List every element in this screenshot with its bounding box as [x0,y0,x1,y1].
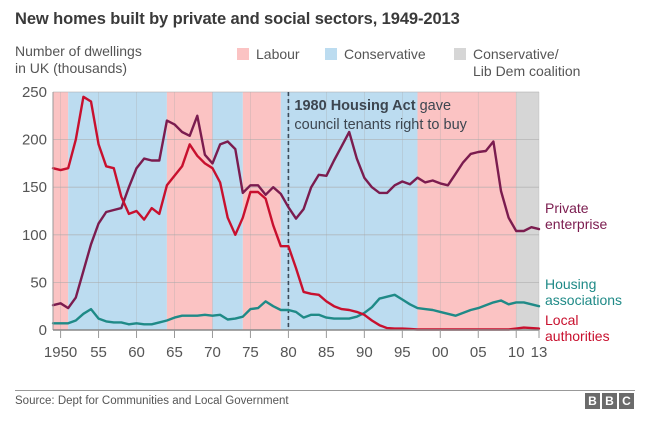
y-tick-label: 100 [22,227,47,244]
x-tick-label: 55 [90,344,107,361]
series-label-local-authorities: Local authorities [545,312,610,344]
x-tick-label: 60 [128,344,145,361]
legend-item-conservative: Conservative [325,46,426,63]
government-band-labour [242,92,281,330]
series-label-housing-associations: Housing associations [545,276,622,308]
y-tick-label: 150 [22,179,47,196]
y-axis-label-line-1: Number of dwellings [15,43,142,59]
series-line-private-enterprise [51,114,541,310]
x-tick-label: 75 [242,344,259,361]
legend-swatch-coalition [454,48,466,60]
annotation-bold-text: 1980 Housing Act [294,98,415,114]
bbc-logo: B B C [585,393,634,409]
y-tick-label: 200 [22,132,47,149]
government-band-conservative [68,92,167,330]
x-tick-label: 10 [508,344,525,361]
government-band-coalition [516,92,539,330]
footer-divider [15,390,635,391]
legend-label-coalition: Conservative/ Lib Dem coalition [473,46,580,80]
bbc-logo-letter: B [602,393,617,409]
legend-label-coalition-line-1: Conservative/ [473,46,559,62]
x-tick-label: 13 [531,344,548,361]
x-tick-label: 70 [204,344,221,361]
series-label-private-line-1: Private [545,200,589,216]
series-label-housing-line-2: associations [545,292,623,308]
government-band-labour [417,92,517,330]
series-label-housing-line-1: Housing [545,276,597,292]
legend-item-labour: Labour [237,46,300,63]
y-axis-label-line-2: in UK (thousands) [15,60,128,76]
annotation-rest-text: gave [416,98,451,114]
x-tick-label: 85 [318,344,335,361]
y-tick-label: 250 [22,84,47,101]
x-tick-label: 90 [356,344,373,361]
legend-swatch-conservative [325,48,337,60]
x-tick-label: 1950 [44,344,77,361]
legend-item-coalition: Conservative/ Lib Dem coalition [454,46,580,80]
series-label-local-line-1: Local [545,312,579,328]
y-axis-label: Number of dwellings in UK (thousands) [15,43,142,77]
legend-label-labour: Labour [256,46,300,62]
bbc-logo-letter: C [619,393,634,409]
chart-title: New homes built by private and social se… [15,10,460,28]
series-label-private-enterprise: Private enterprise [545,200,607,232]
x-tick-label: 00 [432,344,449,361]
x-tick-label: 05 [470,344,487,361]
bbc-logo-letter: B [585,393,600,409]
legend-label-coalition-line-2: Lib Dem coalition [473,63,581,79]
series-label-local-line-2: authorities [545,328,610,344]
series-line-housing-associations [51,293,541,326]
x-tick-label: 80 [280,344,297,361]
annotation-text-line-2: council tenants right to buy [294,117,467,133]
legend-swatch-labour [237,48,249,60]
series-label-private-line-2: enterprise [545,216,608,232]
x-tick-label: 95 [394,344,411,361]
y-tick-label: 50 [30,274,47,291]
annotation-text-line-1: 1980 Housing Act gave [294,98,451,114]
government-band-conservative [212,92,243,330]
legend-label-conservative: Conservative [344,46,426,62]
source-note: Source: Dept for Communities and Local G… [15,395,289,407]
government-band-labour [166,92,213,330]
x-tick-label: 65 [166,344,183,361]
y-tick-label: 0 [39,322,47,339]
